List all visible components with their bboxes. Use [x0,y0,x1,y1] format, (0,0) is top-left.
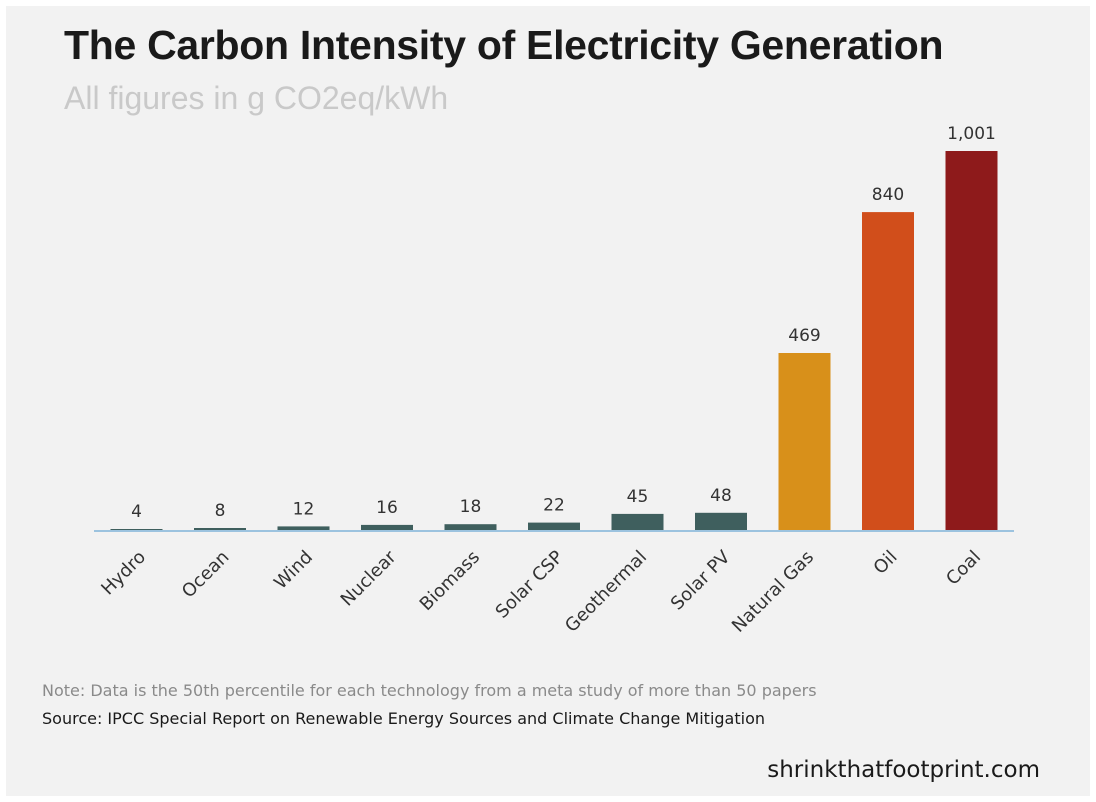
value-label-nuclear: 16 [376,498,398,518]
value-label-oil: 840 [872,185,904,205]
value-label-coal: 1,001 [947,124,996,144]
tick-label-nuclear: Nuclear [337,546,401,610]
bar-biomass [444,524,497,531]
tick-label-natural-gas: Natural Gas [728,547,818,637]
bar-ocean [194,528,246,531]
bar-oil [862,212,914,531]
tick-label-coal: Coal [942,547,985,590]
bar-natural-gas [778,353,831,531]
value-label-biomass: 18 [460,497,482,517]
bar-wind [277,526,330,531]
tick-label-wind: Wind [270,547,317,594]
value-label-geothermal: 45 [627,487,649,507]
value-label-solar-pv: 48 [710,486,732,506]
chart-note: Note: Data is the 50th percentile for ea… [42,681,817,700]
bars-layer [110,151,998,531]
chart-source: Source: IPCC Special Report on Renewable… [42,709,765,728]
bar-geothermal [611,513,664,531]
bar-nuclear [361,524,413,531]
tick-label-solar-pv: Solar PV [667,546,735,614]
bar-solar-csp [528,522,580,531]
chart-title: The Carbon Intensity of Electricity Gene… [64,22,944,68]
tick-label-oil: Oil [870,547,902,579]
tick-label-biomass: Biomass [416,547,484,615]
value-label-hydro: 4 [131,502,142,522]
value-label-natural-gas: 469 [788,326,820,346]
value-label-solar-csp: 22 [543,496,565,516]
value-label-ocean: 8 [215,501,226,521]
brand-watermark: shrinkthatfootprint.com [767,757,1040,783]
tick-label-hydro: Hydro [97,547,150,600]
tick-label-geothermal: Geothermal [561,547,651,637]
bar-solar-pv [695,512,747,531]
bar-coal [945,151,998,531]
chart-subtitle: All figures in g CO2eq/kWh [64,80,449,116]
tick-label-solar-csp: Solar CSP [492,547,568,623]
tick-label-ocean: Ocean [178,547,234,603]
value-label-wind: 12 [293,499,315,519]
tick-labels-layer: Hydro Ocean Wind Nuclear Biomass Solar CSPGeo… [97,546,985,637]
